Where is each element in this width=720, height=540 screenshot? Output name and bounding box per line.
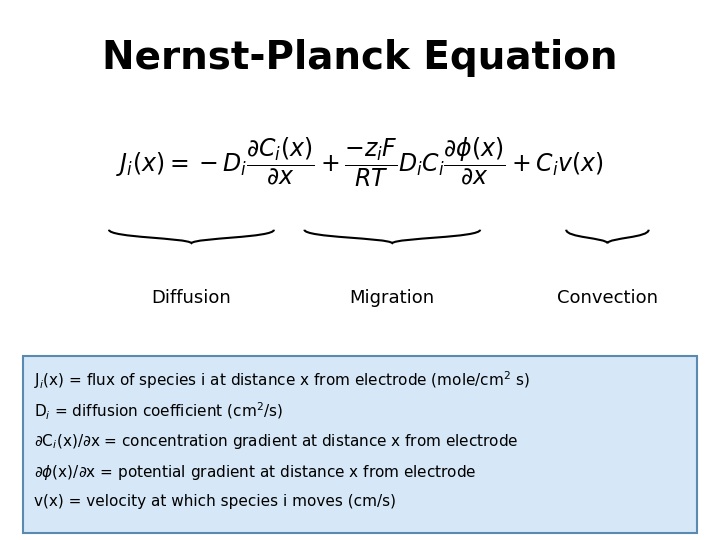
Text: Nernst-Planck Equation: Nernst-Planck Equation: [102, 39, 618, 77]
Text: v(x) = velocity at which species i moves (cm/s): v(x) = velocity at which species i moves…: [34, 494, 396, 509]
FancyBboxPatch shape: [23, 356, 697, 533]
Text: Diffusion: Diffusion: [152, 289, 231, 307]
Text: Migration: Migration: [350, 289, 435, 307]
Text: D$_i$ = diffusion coefficient (cm$^2$/s): D$_i$ = diffusion coefficient (cm$^2$/s): [34, 401, 283, 422]
Text: J$_i$(x) = flux of species i at distance x from electrode (mole/cm$^2$ s): J$_i$(x) = flux of species i at distance…: [34, 369, 529, 391]
Text: $J_i(x)=-D_i\dfrac{\partial C_i(x)}{\partial x}+\dfrac{-z_i F}{RT}D_i C_i\dfrac{: $J_i(x)=-D_i\dfrac{\partial C_i(x)}{\par…: [116, 136, 604, 189]
Text: $\partial$C$_i$(x)/$\partial$x = concentration gradient at distance x from elect: $\partial$C$_i$(x)/$\partial$x = concent…: [34, 431, 518, 451]
Text: Convection: Convection: [557, 289, 658, 307]
Text: $\partial\phi$(x)/$\partial$x = potential gradient at distance x from electrode: $\partial\phi$(x)/$\partial$x = potentia…: [34, 463, 476, 482]
